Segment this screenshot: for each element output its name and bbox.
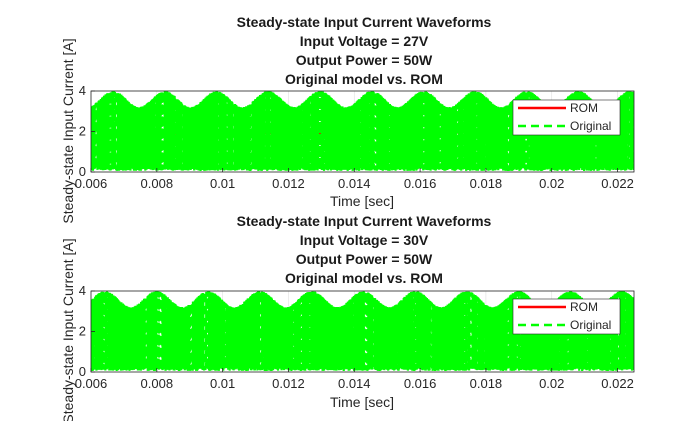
legend: ROM Original (512, 298, 621, 335)
x-tick-label: 0.014 (338, 176, 371, 191)
y-tick-label: 0 (79, 164, 86, 179)
y-tick-label: 4 (79, 283, 86, 298)
x-tick-label: 0.008 (141, 376, 174, 391)
x-tick-label: 0.012 (272, 176, 305, 191)
x-tick-label: 0.022 (601, 176, 634, 191)
chart-title-line-3: Output Power = 50W (296, 52, 433, 68)
x-tick-label: 0.01 (210, 176, 235, 191)
ticks: 0.006 0.008 0.01 0.012 0.014 0.016 0.018 0.02 0.… (75, 283, 634, 391)
y-tick-label: 2 (79, 324, 86, 339)
chart-title-line-1: Steady-state Input Current Waveforms (237, 14, 492, 30)
subplot-1: Steady-state Input Current Waveforms Inp… (60, 14, 635, 224)
subplot-2: Steady-state Input Current Waveforms Inp… (60, 213, 635, 421)
x-tick-label: 0.022 (601, 376, 634, 391)
x-tick-label: 0.014 (338, 376, 371, 391)
x-tick-label: 0.016 (404, 376, 437, 391)
legend-box (512, 99, 621, 136)
x-tick-label: 0.006 (75, 176, 108, 191)
x-tick-label: 0.018 (470, 376, 503, 391)
x-tick-label: 0.006 (75, 376, 108, 391)
x-axis-label: Time [sec] (330, 394, 394, 410)
x-tick-label: 0.01 (210, 376, 235, 391)
legend: ROM Original (512, 99, 621, 136)
chart-title-line-3: Output Power = 50W (296, 251, 433, 267)
y-tick-label: 0 (79, 364, 86, 379)
legend-label-original: Original (570, 318, 611, 332)
chart-title-line-2: Input Voltage = 27V (300, 33, 429, 49)
legend-box (512, 298, 621, 335)
chart-title-line-2: Input Voltage = 30V (300, 232, 429, 248)
y-axis-label: Steady-state Input Current [A] (60, 38, 76, 223)
x-tick-label: 0.02 (539, 376, 564, 391)
chart-title-line-1: Steady-state Input Current Waveforms (237, 213, 492, 229)
x-tick-label: 0.02 (539, 176, 564, 191)
x-tick-label: 0.008 (141, 176, 174, 191)
legend-label-rom: ROM (570, 101, 598, 115)
ticks: 0.006 0.008 0.01 0.012 0.014 0.016 0.018 0.02 0.… (75, 83, 634, 191)
x-tick-label: 0.016 (404, 176, 437, 191)
chart-title-line-4: Original model vs. ROM (285, 270, 443, 286)
y-tick-label: 4 (79, 83, 86, 98)
x-tick-label: 0.012 (272, 376, 305, 391)
y-axis-label: Steady-state Input Current [A] (60, 238, 76, 421)
chart-title-line-4: Original model vs. ROM (285, 71, 443, 87)
x-axis-label: Time [sec] (330, 193, 394, 209)
x-tick-label: 0.018 (470, 176, 503, 191)
legend-label-rom: ROM (570, 300, 598, 314)
y-tick-label: 2 (79, 124, 86, 139)
legend-label-original: Original (570, 119, 611, 133)
